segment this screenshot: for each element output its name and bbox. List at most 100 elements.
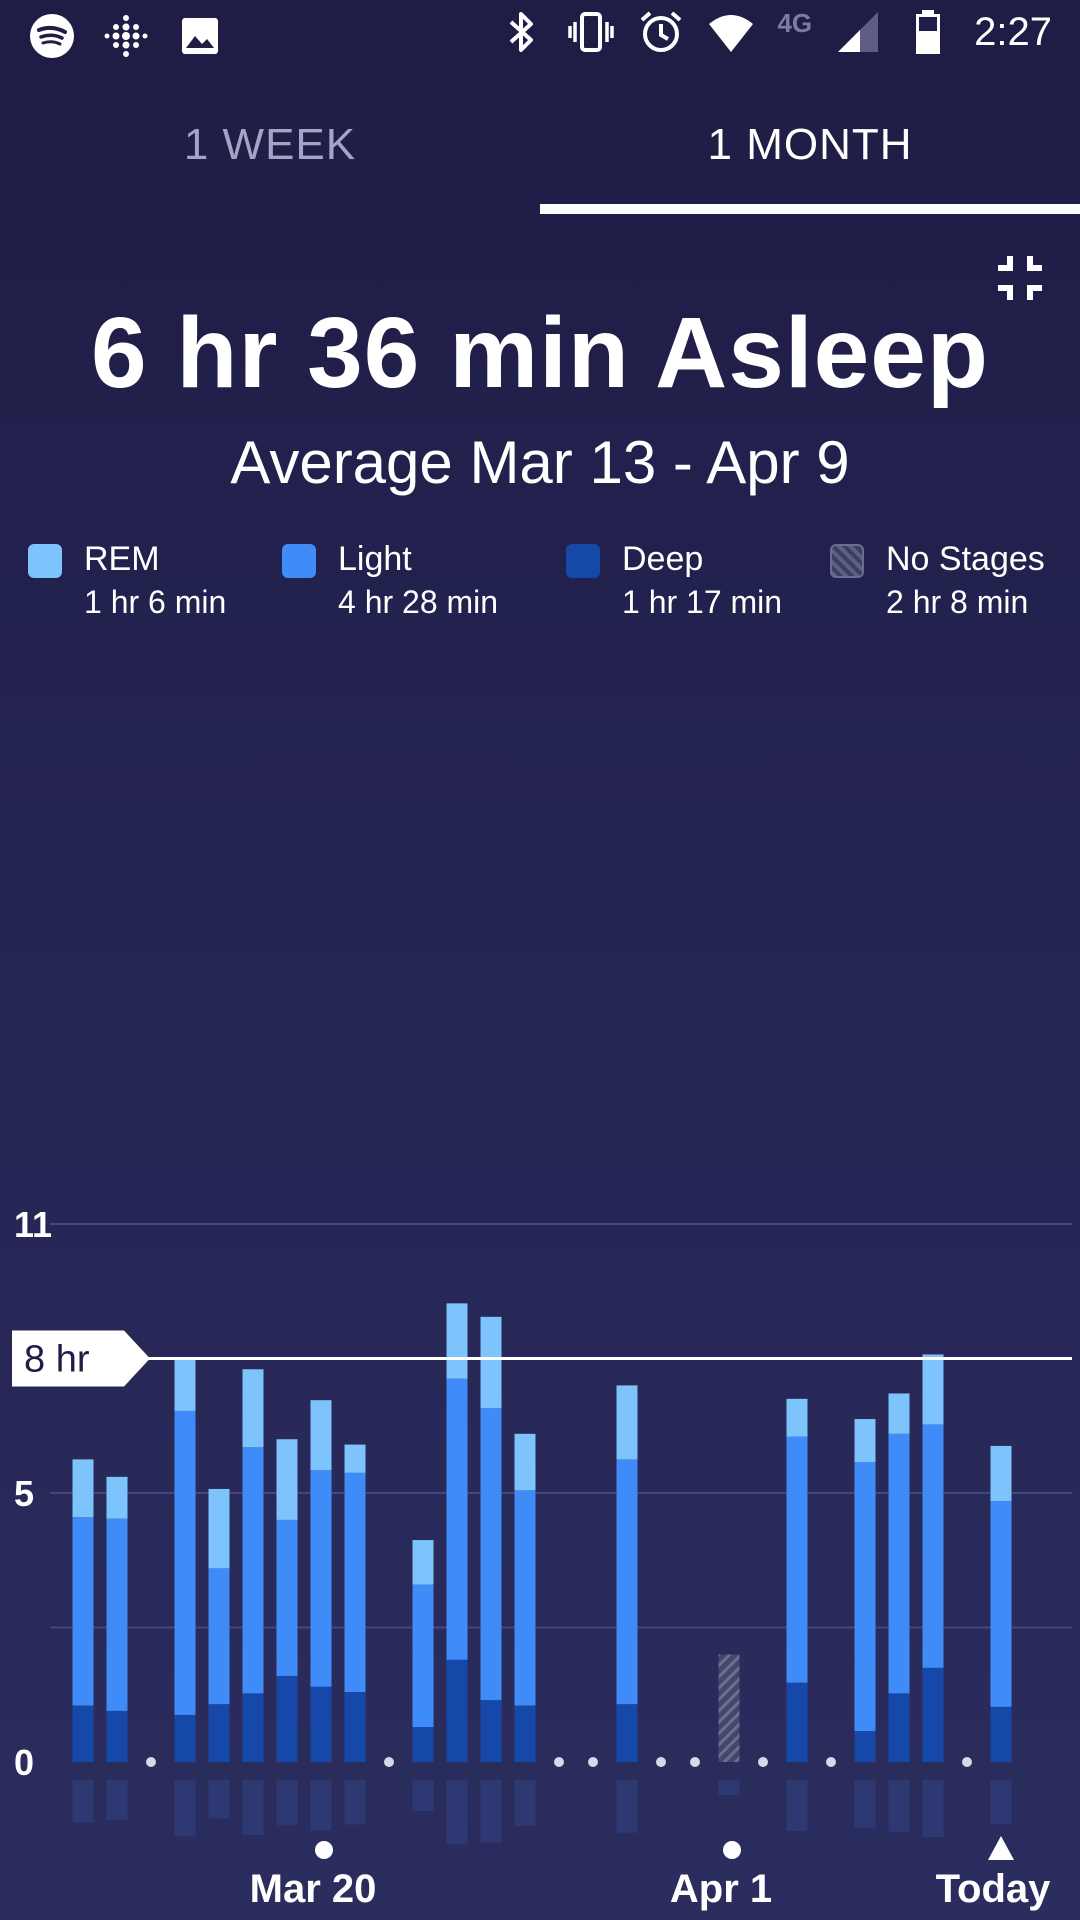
bar-deep-segment[interactable] [174,1714,196,1762]
legend-rem: REM 1 hr 6 min [28,540,258,630]
bar-rem-segment[interactable] [242,1369,264,1448]
bar-light-segment[interactable] [922,1424,944,1668]
bar-rem-segment[interactable] [106,1476,128,1519]
bar-rem-segment[interactable] [446,1303,468,1379]
legend-value: 1 hr 17 min [622,584,783,620]
bar-deep-segment[interactable] [990,1706,1012,1762]
bar-deep-segment[interactable] [616,1704,638,1762]
bar-rem-segment[interactable] [276,1439,298,1520]
sleep-stages-bar-chart[interactable]: 0 5 11 8 hr Mar 20 Apr 1 Today [0,640,1080,1920]
empty-day-dot [554,1757,564,1767]
bar-reflection [344,1780,366,1825]
bar-light-segment[interactable] [242,1447,264,1694]
legend-light: Light 4 hr 28 min [282,540,522,630]
bar-light-segment[interactable] [208,1568,230,1705]
bar-light-segment[interactable] [480,1408,502,1701]
bar-deep-segment[interactable] [412,1727,434,1762]
bar-rem-segment[interactable] [412,1540,434,1585]
bar-rem-segment[interactable] [310,1400,332,1471]
bar-rem-segment[interactable] [480,1316,502,1409]
bar-reflection [786,1780,808,1831]
tab-1-month[interactable]: 1 MONTH [707,120,913,169]
empty-day-dot [146,1757,156,1767]
bar-light-segment[interactable] [412,1584,434,1728]
bar-reflection [922,1780,944,1838]
bar-deep-segment[interactable] [786,1682,808,1762]
bar-deep-segment[interactable] [242,1693,264,1762]
legend-deep: Deep 1 hr 17 min [566,540,796,630]
bar-rem-segment[interactable] [888,1393,910,1434]
bar-rem-segment[interactable] [174,1358,196,1411]
bar-light-segment[interactable] [310,1470,332,1687]
y-tick-label: 5 [14,1473,34,1514]
bar-light-segment[interactable] [106,1518,128,1711]
bar-reflection [718,1780,740,1796]
bar-deep-segment[interactable] [106,1710,128,1762]
signal-icon [838,12,879,52]
alarm-icon [641,11,682,52]
date-marker-dot [315,1841,333,1859]
sleep-average-headline: 6 hr 36 min Asleep [91,297,989,409]
bar-reflection [208,1780,230,1819]
y-tick-label: 0 [14,1742,34,1783]
bar-reflection [616,1780,638,1833]
legend-label: REM [84,540,160,578]
deep-swatch [566,544,600,578]
bar-light-segment[interactable] [616,1459,638,1705]
empty-day-dot [690,1757,700,1767]
bar-light-segment[interactable] [888,1433,910,1694]
bar-reflection [480,1780,502,1843]
bar-light-segment[interactable] [854,1462,876,1732]
spotify-icon [30,14,74,58]
x-axis-date-label: Today [936,1867,1052,1911]
rem-swatch [28,544,62,578]
bar-deep-segment[interactable] [276,1675,298,1762]
network-type: 4G [777,7,813,38]
bar-reflection [412,1780,434,1812]
empty-day-dot [384,1757,394,1767]
bar-light-segment[interactable] [72,1517,94,1706]
bar-deep-segment[interactable] [208,1704,230,1762]
bar-deep-segment[interactable] [480,1700,502,1762]
bar-rem-segment[interactable] [922,1354,944,1425]
empty-day-dot [656,1757,666,1767]
x-axis-date-label: Apr 1 [670,1867,772,1911]
bar-deep-segment[interactable] [854,1731,876,1762]
bar-rem-segment[interactable] [208,1488,230,1569]
bar-reflection [446,1780,468,1845]
legend-label: Light [338,540,412,578]
bar-deep-segment[interactable] [446,1659,468,1762]
clock: 2:27 [974,9,1052,54]
bar-light-segment[interactable] [446,1378,468,1660]
range-tabs: 1 WEEK 1 MONTH [0,100,1080,218]
bar-rem-segment[interactable] [344,1444,366,1473]
bar-rem-segment[interactable] [786,1398,808,1437]
bar-rem-segment[interactable] [72,1459,94,1518]
bar-light-segment[interactable] [786,1436,808,1683]
bar-no-stages-segment[interactable] [718,1654,740,1762]
collapse-icon[interactable] [994,252,1046,304]
bar-light-segment[interactable] [514,1490,536,1706]
bar-rem-segment[interactable] [854,1419,876,1463]
bar-rem-segment[interactable] [514,1433,536,1491]
bar-deep-segment[interactable] [888,1693,910,1762]
bar-deep-segment[interactable] [344,1692,366,1762]
bar-light-segment[interactable] [276,1519,298,1676]
goal-line-label: 8 hr [24,1339,90,1381]
tab-1-week[interactable]: 1 WEEK [183,120,357,169]
bar-deep-segment[interactable] [514,1705,536,1762]
bar-light-segment[interactable] [174,1410,196,1715]
bar-rem-segment[interactable] [990,1445,1012,1502]
vibrate-icon [568,12,615,52]
light-swatch [282,544,316,578]
bar-deep-segment[interactable] [310,1686,332,1762]
empty-day-dot [826,1757,836,1767]
bar-light-segment[interactable] [344,1472,366,1693]
bar-rem-segment[interactable] [616,1385,638,1460]
wifi-icon [709,15,754,52]
bar-light-segment[interactable] [990,1501,1012,1707]
empty-day-dot [962,1757,972,1767]
bar-deep-segment[interactable] [72,1705,94,1762]
bar-reflection [72,1780,94,1823]
bar-deep-segment[interactable] [922,1667,944,1762]
